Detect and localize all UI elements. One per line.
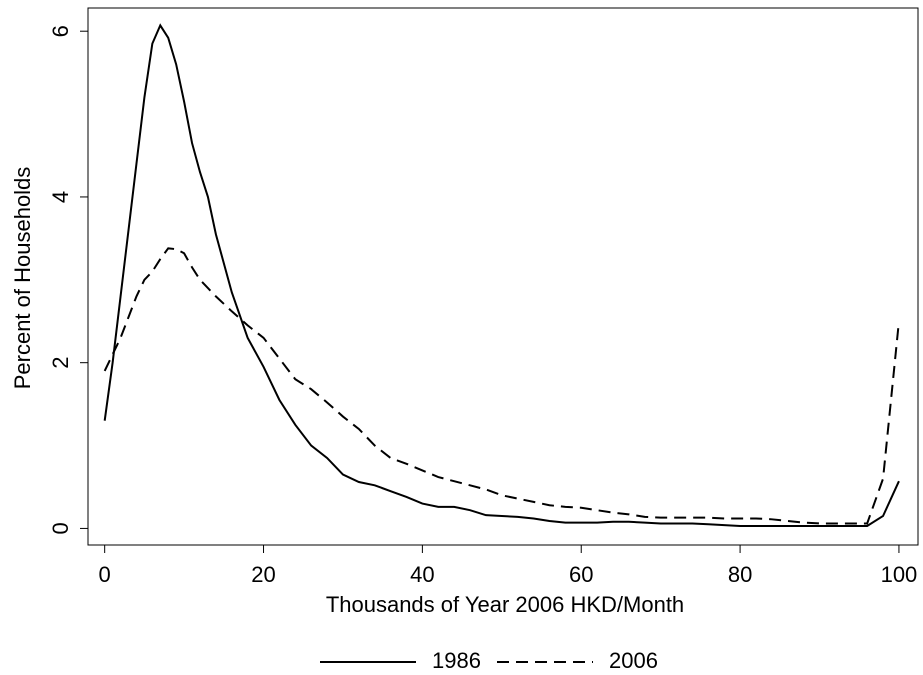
series-line (103, 247, 900, 525)
x-tick-label: 20 (251, 562, 275, 587)
y-tick-label: 2 (48, 357, 73, 369)
x-tick-label: 40 (410, 562, 434, 587)
legend-label: 1986 (432, 648, 481, 673)
legend-label: 2006 (609, 648, 658, 673)
y-tick-label: 6 (48, 25, 73, 37)
y-axis-title: Percent of Households (10, 167, 35, 390)
x-tick-label: 80 (728, 562, 752, 587)
y-tick-label: 4 (48, 191, 73, 203)
x-tick-label: 60 (569, 562, 593, 587)
x-axis-title: Thousands of Year 2006 HKD/Month (326, 592, 684, 617)
x-tick-label: 0 (99, 562, 111, 587)
plot-frame (87, 7, 919, 546)
series-line (103, 23, 900, 527)
x-tick-label: 100 (881, 562, 918, 587)
y-tick-label: 0 (48, 522, 73, 534)
